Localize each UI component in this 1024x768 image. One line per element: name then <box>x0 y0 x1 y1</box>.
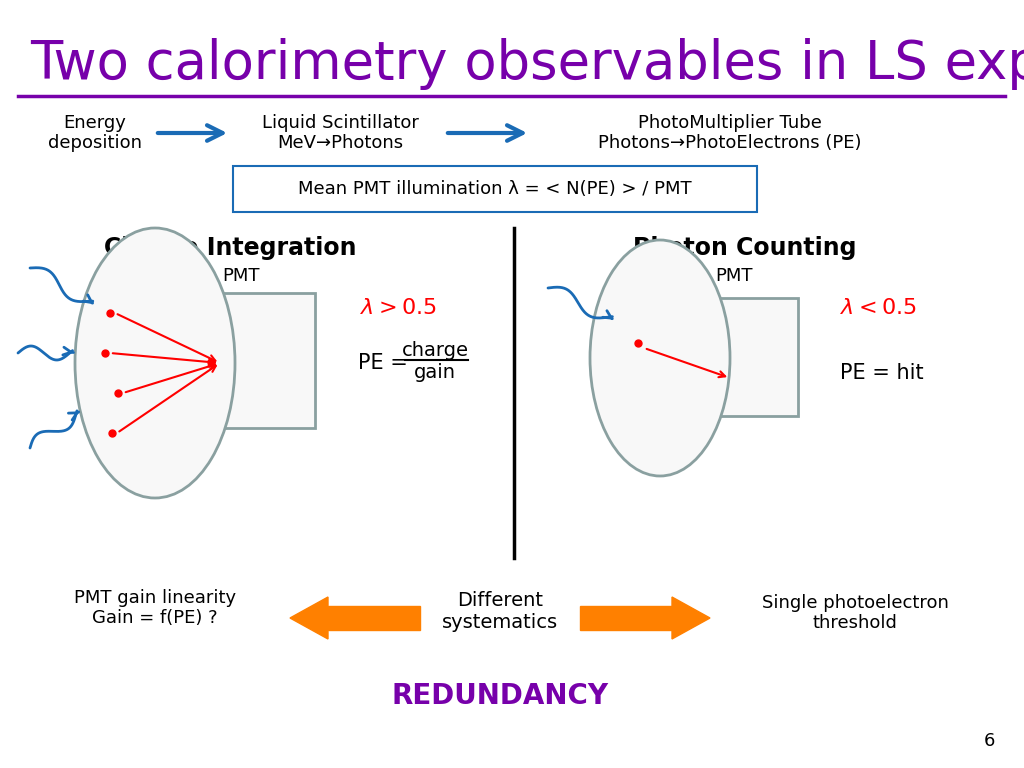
Text: PMT gain linearity
Gain = f(PE) ?: PMT gain linearity Gain = f(PE) ? <box>74 588 237 627</box>
Ellipse shape <box>590 240 730 476</box>
Bar <box>698 298 798 416</box>
Text: Two calorimetry observables in LS exp.: Two calorimetry observables in LS exp. <box>30 38 1024 90</box>
Text: Single photoelectron
threshold: Single photoelectron threshold <box>762 594 948 632</box>
Text: PhotoMultiplier Tube
Photons→PhotoElectrons (PE): PhotoMultiplier Tube Photons→PhotoElectr… <box>598 114 862 152</box>
Text: Liquid Scintillator
MeV→Photons: Liquid Scintillator MeV→Photons <box>261 114 419 152</box>
Bar <box>328 606 420 630</box>
Text: REDUNDANCY: REDUNDANCY <box>391 682 608 710</box>
Text: Different
systematics: Different systematics <box>442 591 558 631</box>
Text: $\lambda < 0.5$: $\lambda < 0.5$ <box>840 298 916 318</box>
Text: Photon Counting: Photon Counting <box>633 236 857 260</box>
Polygon shape <box>672 597 710 639</box>
Bar <box>200 293 315 428</box>
Text: charge: charge <box>401 340 469 359</box>
Ellipse shape <box>75 228 234 498</box>
Text: Charge Integration: Charge Integration <box>103 236 356 260</box>
Text: Energy
deposition: Energy deposition <box>48 114 142 152</box>
Text: gain: gain <box>414 363 456 382</box>
FancyBboxPatch shape <box>233 166 757 212</box>
Text: PE = hit: PE = hit <box>840 363 924 383</box>
Text: 6: 6 <box>984 732 995 750</box>
Text: PMT: PMT <box>715 267 753 285</box>
Text: PE =: PE = <box>358 353 415 373</box>
Text: $\lambda > 0.5$: $\lambda > 0.5$ <box>360 298 437 318</box>
Polygon shape <box>290 597 328 639</box>
Text: Mean PMT illumination λ = < N(PE) > / PMT: Mean PMT illumination λ = < N(PE) > / PM… <box>298 180 692 198</box>
Bar <box>580 606 672 630</box>
Text: PMT: PMT <box>222 267 259 285</box>
